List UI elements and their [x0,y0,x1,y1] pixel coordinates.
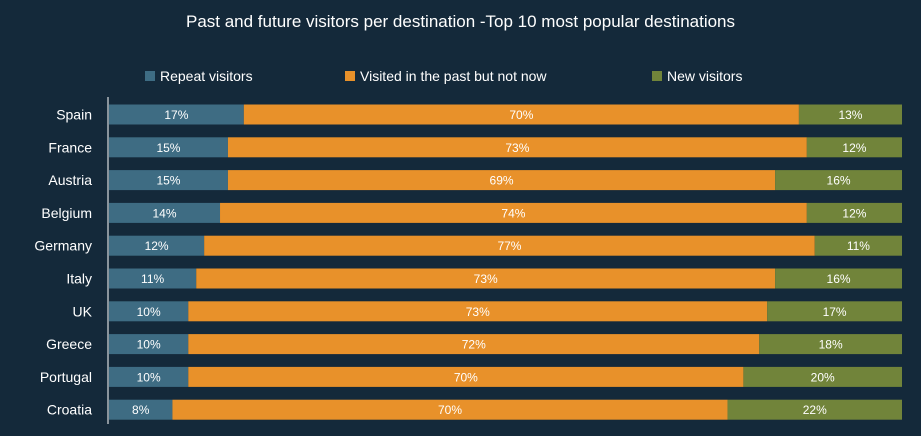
legend-label-new-visitors: New visitors [667,68,743,84]
data-label: 73% [505,141,529,155]
bar-segment [109,235,205,256]
data-label: 18% [819,338,843,352]
data-label: 14% [152,206,176,220]
bar-segment [109,104,244,125]
bar-segment [759,334,902,355]
bar-segment [227,170,776,191]
category-label: France [48,139,92,155]
data-label: 10% [137,305,161,319]
data-label: 16% [827,272,851,286]
data-label: 70% [438,403,462,417]
data-label: 20% [811,370,835,384]
bar-segment [188,366,744,387]
data-label: 11% [141,272,164,286]
category-label: Italy [66,271,92,287]
data-label: 17% [164,108,188,122]
bar-segment [743,366,902,387]
bar-segment [806,202,902,223]
legend-swatch-repeat-visitors [145,71,155,81]
data-label: 70% [509,108,533,122]
bar-segment [109,268,197,289]
data-label: 11% [847,239,870,253]
data-label: 10% [137,370,161,384]
legend-item-new-visitors: New visitors [652,68,742,84]
bar-segment [806,137,902,158]
bar-segment [767,301,902,322]
category-label: Austria [48,172,92,188]
bar-segment [109,202,221,223]
data-label: 22% [803,403,827,417]
category-label: Germany [34,238,92,254]
bar-segment [204,235,815,256]
category-label: Spain [56,107,92,123]
data-label: 72% [462,338,486,352]
legend-label-visited-past: Visited in the past but not now [360,68,547,84]
data-label: 15% [156,141,180,155]
bar-segment [798,104,902,125]
legend-item-visited-past: Visited in the past but not now [345,68,547,84]
bar-segment [775,170,902,191]
category-label: Portugal [40,369,92,385]
bar-segment [109,170,228,191]
category-label: UK [73,303,93,319]
bar-segment [109,366,189,387]
data-label: 73% [474,272,498,286]
legend-swatch-visited-past [345,71,355,81]
bar-segment [727,399,902,420]
legend-swatch-new-visitors [652,71,662,81]
data-label: 12% [842,141,866,155]
data-label: 10% [137,338,161,352]
legend-item-repeat-visitors: Repeat visitors [145,68,253,84]
bar-segment [243,104,799,125]
category-label: Croatia [47,402,92,418]
bar-segment [188,301,768,322]
data-label: 74% [501,206,525,220]
data-label: 69% [490,174,514,188]
bar-segment [220,202,807,223]
bar-segment [227,137,807,158]
bar-segment [775,268,902,289]
data-label: 17% [823,305,847,319]
data-label: 13% [838,108,862,122]
data-label: 16% [827,174,851,188]
data-label: 70% [454,370,478,384]
bar-segment [814,235,902,256]
data-label: 77% [497,239,521,253]
bar-segment [109,399,173,420]
data-label: 12% [842,206,866,220]
bar-segment [196,268,776,289]
data-label: 12% [145,239,169,253]
bar-segment [188,334,760,355]
bar-segment [109,334,189,355]
bar-segment [172,399,728,420]
category-label: Belgium [41,205,92,221]
chart-title: Past and future visitors per destination… [185,12,736,31]
legend: Repeat visitors Visited in the past but … [0,68,921,88]
bar-segment [109,137,228,158]
data-label: 8% [132,403,150,417]
data-label: 73% [466,305,490,319]
legend-label-repeat-visitors: Repeat visitors [160,68,253,84]
data-label: 15% [156,174,180,188]
bar-segment [109,301,189,322]
category-label: Greece [46,336,92,352]
